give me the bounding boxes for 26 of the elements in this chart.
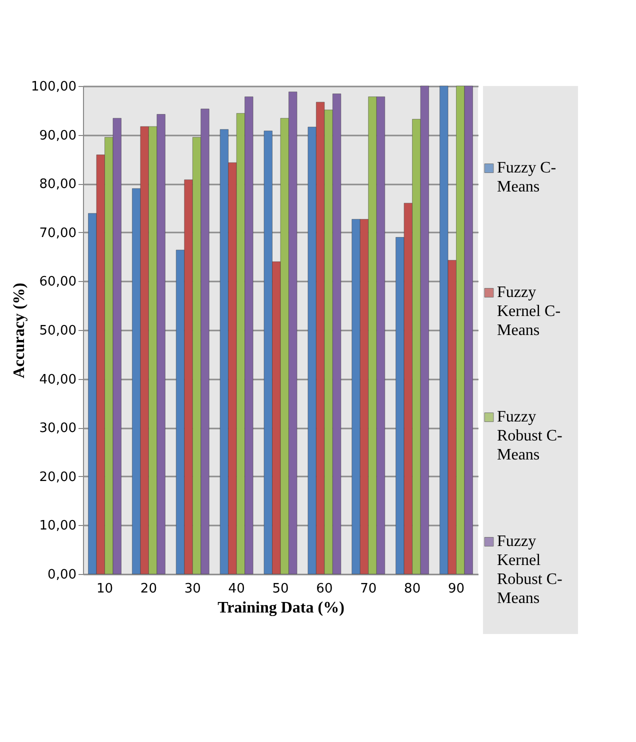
x-axis-title: Training Data (%) [218,600,344,616]
x-tick-label: 30 [184,582,201,596]
y-tick-label: 80,00 [39,177,76,192]
y-tick-label: 100,00 [31,80,76,94]
y-tick-label: 10,00 [39,518,76,534]
y-tick-label: 0,00 [48,568,76,582]
x-tick-label: 80 [404,582,421,596]
legend-label: Fuzzy C-Means [497,159,556,196]
x-tick-label: 90 [448,582,465,596]
x-tick-label: 40 [228,582,245,596]
y-tick-label: 20,00 [39,470,76,485]
legend-label: Fuzzy Kernel C-Means [497,284,561,339]
legend-label: Fuzzy Robust C-Means [497,408,562,464]
y-tick-label: 90,00 [39,128,76,144]
legend-label: Fuzzy Kernel Robust C-Means [497,532,562,607]
x-tick-label: 50 [272,582,289,596]
x-tick-label: 20 [140,582,157,596]
y-tick-label: 60,00 [39,274,76,290]
x-tick-label: 10 [96,582,114,596]
y-tick-label: 40,00 [39,372,76,388]
y-axis-title: Accuracy (%) [11,282,28,378]
y-tick-label: 70,00 [39,226,76,241]
y-tick-label: 50,00 [39,324,76,338]
x-tick-label: 60 [316,582,333,596]
x-tick-label: 70 [360,582,377,596]
y-tick-label: 30,00 [39,421,76,436]
